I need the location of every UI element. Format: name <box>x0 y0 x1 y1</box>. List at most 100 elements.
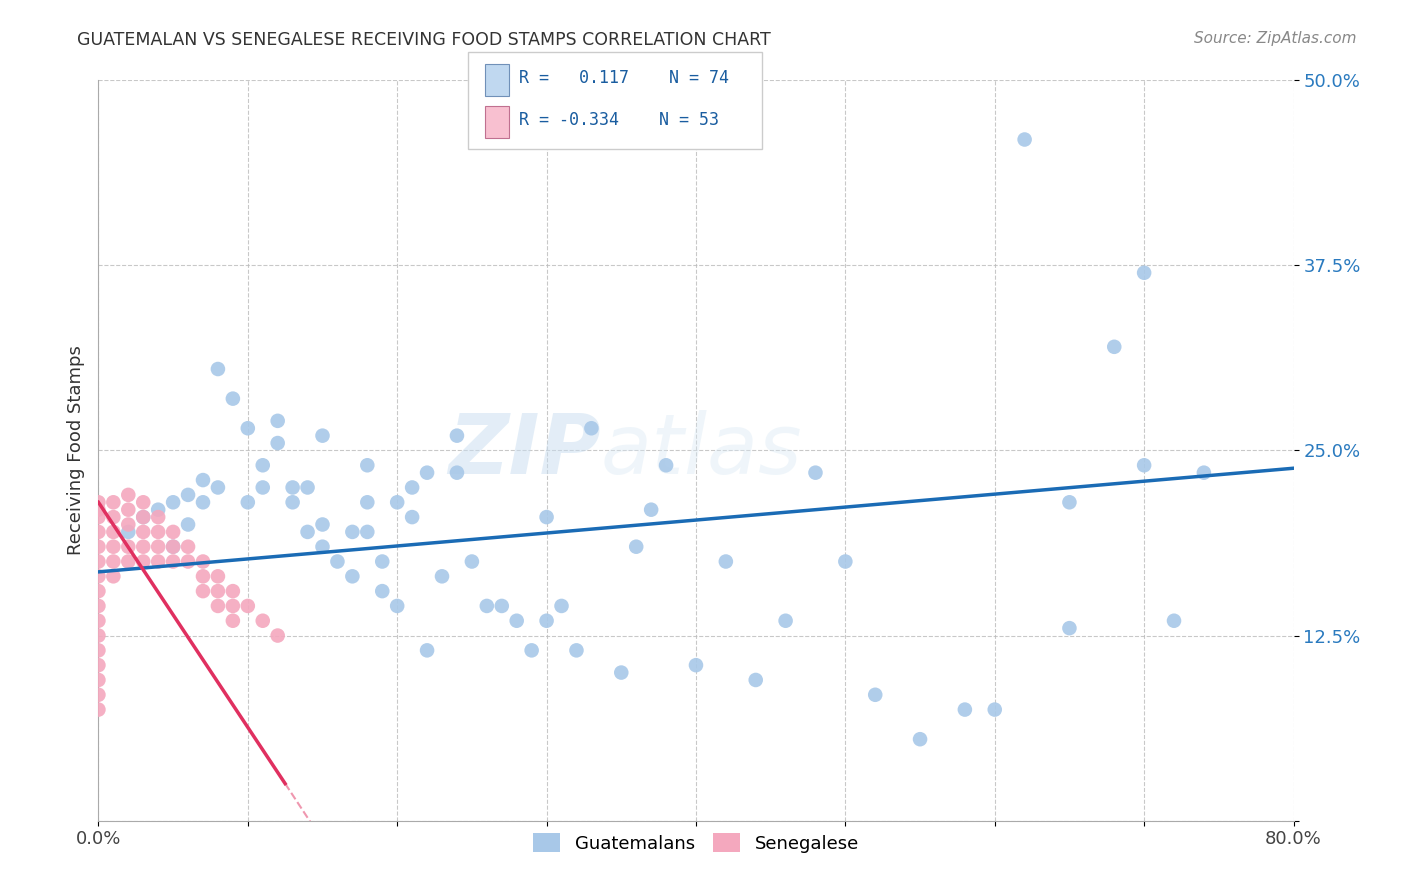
Point <box>475 599 498 613</box>
Point <box>222 614 245 628</box>
Point <box>162 540 184 554</box>
Point <box>610 665 633 680</box>
Point <box>222 584 245 599</box>
Point <box>177 488 200 502</box>
Point <box>356 495 378 509</box>
Point <box>536 614 558 628</box>
Point <box>267 628 290 642</box>
Point <box>148 540 170 554</box>
Point <box>236 495 259 509</box>
Point <box>430 569 453 583</box>
Point <box>1059 495 1081 509</box>
Point <box>834 555 856 569</box>
Point <box>191 555 214 569</box>
Point <box>908 732 931 747</box>
Point <box>775 614 797 628</box>
Point <box>1014 132 1036 146</box>
Point <box>655 458 678 473</box>
Point <box>117 502 139 516</box>
Point <box>191 569 214 583</box>
Text: R = -0.334    N = 53: R = -0.334 N = 53 <box>519 112 718 129</box>
Point <box>103 555 125 569</box>
Point <box>326 555 349 569</box>
Point <box>371 584 394 599</box>
Point <box>371 555 394 569</box>
Point <box>1192 466 1215 480</box>
Point <box>117 555 139 569</box>
Point <box>281 480 304 494</box>
Point <box>207 569 229 583</box>
Point <box>87 688 110 702</box>
Point <box>446 428 468 442</box>
Point <box>162 540 184 554</box>
Point <box>714 555 737 569</box>
Point <box>252 614 274 628</box>
Text: Source: ZipAtlas.com: Source: ZipAtlas.com <box>1194 31 1357 46</box>
Point <box>342 569 364 583</box>
Point <box>416 643 439 657</box>
Point <box>132 555 155 569</box>
Point <box>87 628 110 642</box>
Point <box>356 524 378 539</box>
Point <box>117 488 139 502</box>
Point <box>506 614 529 628</box>
Point <box>87 614 110 628</box>
Point <box>87 599 110 613</box>
Text: ZIP: ZIP <box>447 410 600 491</box>
Point <box>177 517 200 532</box>
Text: R =   0.117    N = 74: R = 0.117 N = 74 <box>519 69 728 87</box>
Point <box>311 428 333 442</box>
Point <box>103 524 125 539</box>
Point <box>267 414 290 428</box>
Point <box>103 495 125 509</box>
Point <box>565 643 588 657</box>
Point <box>1133 458 1156 473</box>
Point <box>222 392 245 406</box>
Point <box>207 584 229 599</box>
Point <box>162 524 184 539</box>
Point <box>401 510 423 524</box>
Point <box>520 643 543 657</box>
Point <box>87 569 110 583</box>
Y-axis label: Receiving Food Stamps: Receiving Food Stamps <box>66 345 84 556</box>
Point <box>984 703 1007 717</box>
Point <box>1133 266 1156 280</box>
Point <box>401 480 423 494</box>
Point <box>207 599 229 613</box>
Point <box>446 466 468 480</box>
Point <box>1104 340 1126 354</box>
Point <box>685 658 707 673</box>
Point <box>536 510 558 524</box>
Point <box>87 502 110 516</box>
Point <box>87 540 110 554</box>
Point <box>311 540 333 554</box>
Point <box>87 658 110 673</box>
Point <box>1163 614 1185 628</box>
Point <box>804 466 827 480</box>
Point <box>236 599 259 613</box>
Point <box>252 480 274 494</box>
Point <box>132 524 155 539</box>
Point <box>87 673 110 687</box>
Point <box>297 524 319 539</box>
Point <box>745 673 768 687</box>
Point <box>177 555 200 569</box>
Point <box>581 421 603 435</box>
Point <box>385 495 409 509</box>
Point <box>148 555 170 569</box>
Point <box>132 540 155 554</box>
Point <box>385 599 409 613</box>
Point <box>103 540 125 554</box>
Text: atlas: atlas <box>600 410 801 491</box>
Point <box>103 569 125 583</box>
Point <box>148 510 170 524</box>
Point <box>207 480 229 494</box>
Point <box>87 510 110 524</box>
Point <box>640 502 662 516</box>
Point <box>87 643 110 657</box>
Point <box>87 584 110 599</box>
Point <box>162 495 184 509</box>
Point <box>865 688 887 702</box>
Point <box>626 540 648 554</box>
Point <box>162 555 184 569</box>
